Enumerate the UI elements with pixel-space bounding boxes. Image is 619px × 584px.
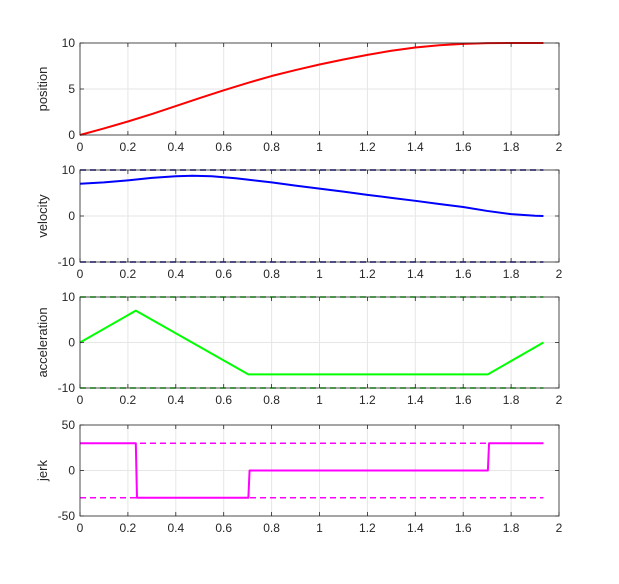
x-tick-label: 0.2 <box>120 140 137 154</box>
x-tick-label: 0.6 <box>215 393 232 407</box>
x-tick-label: 1.8 <box>503 140 520 154</box>
subplot-2: 0 0.2 0.4 0.6 0.8 1 1.2 1.4 1.6 1.8 2-10010velocit… <box>35 163 563 281</box>
y-tick-label: 10 <box>62 290 76 304</box>
y-tick-label: 50 <box>62 418 76 432</box>
y-tick-label: 0 <box>68 209 75 223</box>
x-tick-label: 1 <box>316 140 323 154</box>
y-tick-label: 10 <box>62 36 76 50</box>
x-tick-label: 1.8 <box>503 393 520 407</box>
x-tick-label: 0.2 <box>120 267 137 281</box>
y-tick-label: -10 <box>58 255 76 269</box>
x-tick-label: 0.4 <box>167 267 184 281</box>
x-tick-label: 0 <box>77 393 84 407</box>
x-tick-label: 0.8 <box>263 393 280 407</box>
x-tick-label: 1 <box>316 521 323 535</box>
x-tick-label: 1 <box>316 393 323 407</box>
x-tick-label: 1.2 <box>359 393 376 407</box>
x-tick-label: 0.2 <box>120 393 137 407</box>
x-tick-label: 0 <box>77 521 84 535</box>
x-tick-label: 0.6 <box>215 140 232 154</box>
x-tick-label: 2 <box>556 521 563 535</box>
x-tick-label: 1.2 <box>359 521 376 535</box>
y-tick-label: 0 <box>68 464 75 478</box>
x-tick-label: 1.2 <box>359 140 376 154</box>
y-tick-label: 5 <box>68 82 75 96</box>
x-tick-label: 1.8 <box>503 521 520 535</box>
x-tick-label: 1.6 <box>455 393 472 407</box>
x-tick-label: 2 <box>556 393 563 407</box>
series-line <box>79 174 544 217</box>
x-tick-label: 0 <box>77 140 84 154</box>
y-tick-label: -10 <box>58 381 76 395</box>
x-tick-label: 1.4 <box>407 521 424 535</box>
x-tick-label: 0.6 <box>215 521 232 535</box>
x-tick-label: 0.8 <box>263 267 280 281</box>
x-tick-label: 1.6 <box>455 521 472 535</box>
x-tick-label: 0.8 <box>263 140 280 154</box>
x-tick-label: 2 <box>556 267 563 281</box>
y-axis-label: velocity <box>35 194 50 238</box>
y-axis-label: acceleration <box>35 307 50 377</box>
x-tick-label: 1.6 <box>455 140 472 154</box>
y-tick-label: 0 <box>68 336 75 350</box>
x-tick-label: 1.4 <box>407 393 424 407</box>
x-tick-label: 0.8 <box>263 521 280 535</box>
x-tick-label: 1.6 <box>455 267 472 281</box>
x-tick-label: 0.4 <box>167 521 184 535</box>
y-axis-label: jerk <box>35 460 50 482</box>
y-tick-label: 0 <box>68 128 75 142</box>
x-tick-label: 1.2 <box>359 267 376 281</box>
x-tick-label: 0.4 <box>167 140 184 154</box>
x-tick-label: 0.2 <box>120 521 137 535</box>
subplot-3: 0 0.2 0.4 0.6 0.8 1 1.2 1.4 1.6 1.8 2-10010acceler… <box>35 290 563 407</box>
series-line <box>79 309 544 376</box>
x-tick-label: 0.6 <box>215 267 232 281</box>
x-tick-label: 0 <box>77 267 84 281</box>
series-line <box>80 442 544 499</box>
y-tick-label: 10 <box>62 163 76 177</box>
x-tick-label: 2 <box>556 140 563 154</box>
x-tick-label: 1.4 <box>407 140 424 154</box>
subplot-1: 0 0.2 0.4 0.6 0.8 1 1.2 1.4 1.6 1.8 2 0 5 10 position <box>35 36 563 154</box>
x-tick-label: 1.4 <box>407 267 424 281</box>
x-tick-label: 1.8 <box>503 267 520 281</box>
x-tick-label: 0.4 <box>167 393 184 407</box>
y-tick-label: -50 <box>58 509 76 523</box>
x-tick-label: 1 <box>316 267 323 281</box>
y-axis-label: position <box>35 67 50 112</box>
